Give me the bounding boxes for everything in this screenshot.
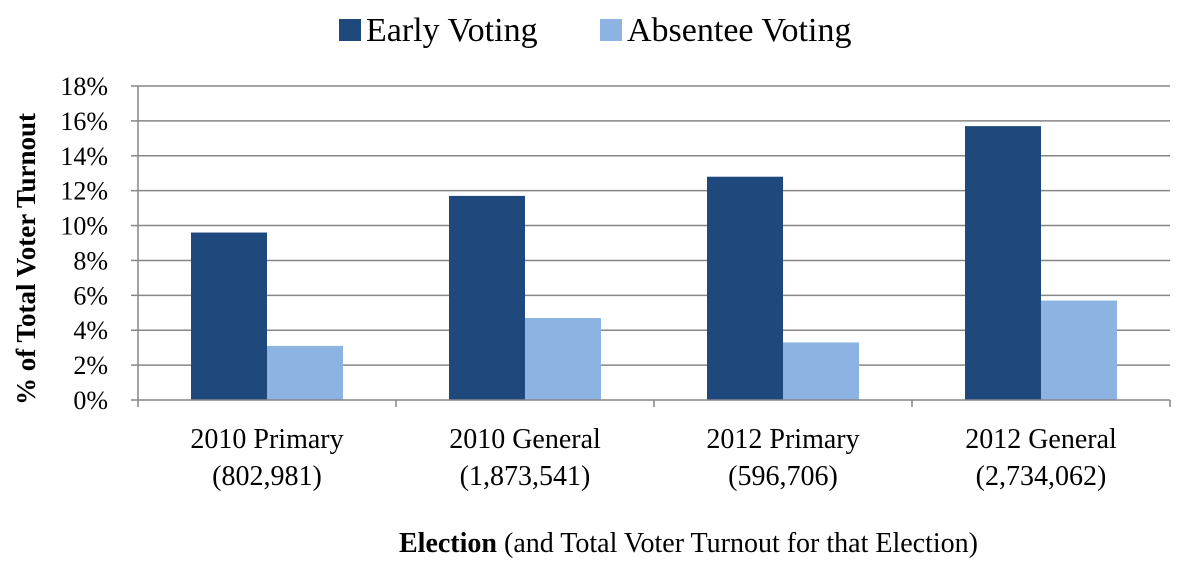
y-tick-label: 10% xyxy=(60,212,108,241)
x-category-label: 2010 General xyxy=(449,424,601,455)
y-tick-label: 8% xyxy=(73,246,108,275)
legend: Early Voting Absentee Voting xyxy=(339,12,851,49)
bar-early-voting xyxy=(191,232,267,400)
legend-swatch-absentee-voting xyxy=(600,19,622,41)
x-category-label: (596,706) xyxy=(728,461,838,492)
bar-early-voting xyxy=(449,195,525,400)
legend-swatch-early-voting xyxy=(339,19,361,41)
legend-label-early-voting: Early Voting xyxy=(366,12,538,49)
x-axis-label-rest: (and Total Voter Turnout for that Electi… xyxy=(497,528,978,559)
x-axis-label-bold: Election xyxy=(399,528,497,559)
x-category-label: 2012 General xyxy=(965,424,1117,455)
x-category-label: (2,734,062) xyxy=(976,461,1107,492)
bar-early-voting xyxy=(965,126,1041,400)
bar-absentee-voting xyxy=(267,345,343,400)
legend-label-absentee-voting: Absentee Voting xyxy=(627,12,851,49)
y-tick-label: 0% xyxy=(73,386,108,415)
axes xyxy=(137,86,1171,407)
bar-absentee-voting xyxy=(1041,300,1117,400)
gridlines xyxy=(138,85,1170,366)
x-category-label: 2010 Primary xyxy=(190,424,343,455)
bar-early-voting xyxy=(707,176,783,400)
bar-absentee-voting xyxy=(525,318,601,400)
x-category-label: 2012 Primary xyxy=(706,424,859,455)
y-tick-label: 12% xyxy=(60,177,108,206)
y-tick-labels: 0% 2% 4% 6% 8% 10% 12% 14% 16% 18% xyxy=(60,72,138,415)
bars xyxy=(191,126,1117,400)
category-labels: 2010 Primary (802,981) 2010 General (1,873,… xyxy=(190,424,1117,492)
y-tick-label: 6% xyxy=(73,281,108,310)
y-axis-label: % of Total Voter Turnout xyxy=(11,113,41,405)
x-category-label: (1,873,541) xyxy=(460,461,591,492)
y-tick-label: 16% xyxy=(60,107,108,136)
y-tick-label: 18% xyxy=(60,72,108,101)
bar-absentee-voting xyxy=(783,342,859,400)
x-category-label: (802,981) xyxy=(212,461,322,492)
y-tick-label: 4% xyxy=(73,316,108,345)
y-tick-label: 2% xyxy=(73,351,108,380)
y-tick-label: 14% xyxy=(60,142,108,171)
x-axis-label: Election (and Total Voter Turnout for th… xyxy=(399,528,978,559)
